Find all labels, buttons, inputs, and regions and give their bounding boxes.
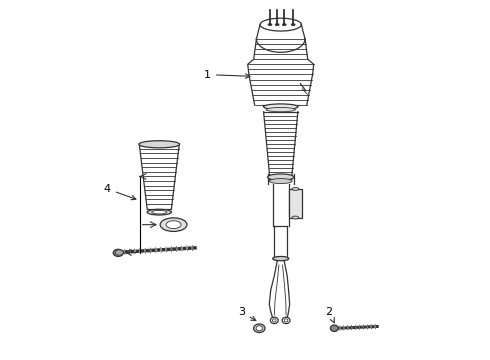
Ellipse shape <box>147 209 172 215</box>
Ellipse shape <box>270 179 292 184</box>
Ellipse shape <box>270 317 278 324</box>
Ellipse shape <box>269 24 271 25</box>
Ellipse shape <box>275 24 279 25</box>
Ellipse shape <box>266 108 295 112</box>
Ellipse shape <box>113 249 123 256</box>
Text: 4: 4 <box>104 184 136 200</box>
Ellipse shape <box>292 24 295 25</box>
Ellipse shape <box>292 188 299 190</box>
Ellipse shape <box>253 324 265 333</box>
FancyBboxPatch shape <box>289 189 302 217</box>
Ellipse shape <box>268 174 294 180</box>
Ellipse shape <box>272 256 289 261</box>
Ellipse shape <box>139 141 180 148</box>
Ellipse shape <box>152 210 167 214</box>
Text: 2: 2 <box>325 307 334 323</box>
Ellipse shape <box>256 326 263 331</box>
Ellipse shape <box>264 104 298 110</box>
Ellipse shape <box>282 317 290 324</box>
Ellipse shape <box>166 221 181 229</box>
Ellipse shape <box>160 218 187 231</box>
Text: 1: 1 <box>204 69 250 80</box>
Text: 3: 3 <box>238 307 256 320</box>
Ellipse shape <box>292 216 299 219</box>
Ellipse shape <box>115 250 123 255</box>
Ellipse shape <box>283 24 286 25</box>
Ellipse shape <box>330 325 338 332</box>
